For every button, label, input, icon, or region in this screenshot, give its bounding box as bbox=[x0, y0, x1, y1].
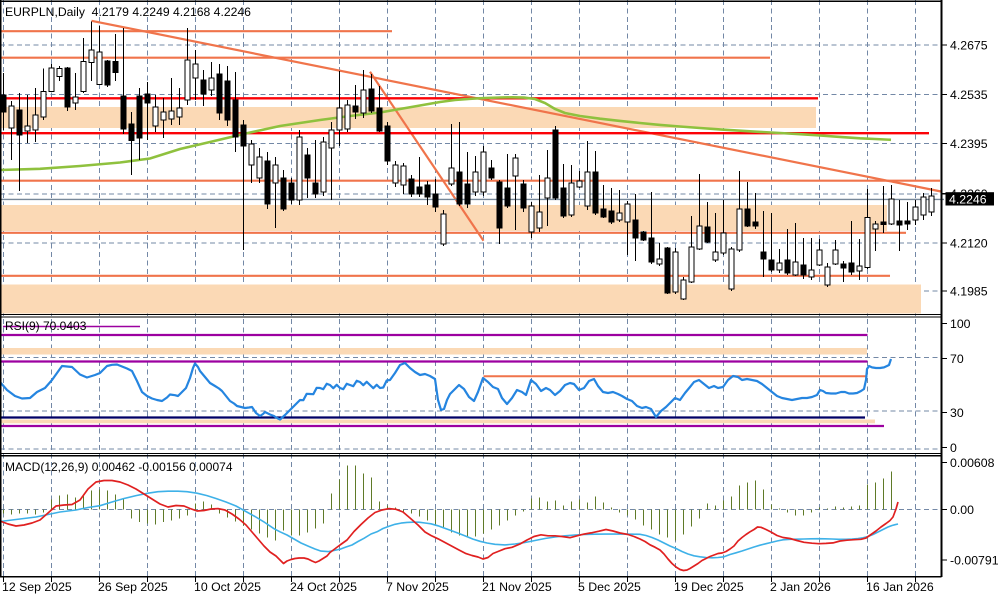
svg-text:0: 0 bbox=[950, 441, 957, 455]
svg-text:26 Sep 2025: 26 Sep 2025 bbox=[98, 580, 168, 594]
svg-text:24 Oct 2025: 24 Oct 2025 bbox=[290, 580, 357, 594]
svg-text:0.00608: 0.00608 bbox=[950, 456, 995, 470]
svg-text:4.2120: 4.2120 bbox=[950, 236, 988, 250]
svg-text:RSI(9) 70.0403: RSI(9) 70.0403 bbox=[5, 319, 87, 333]
svg-text:EURPLN,Daily 4.2179 4.2249 4.: EURPLN,Daily 4.2179 4.2249 4.2168 4.2246 bbox=[5, 5, 251, 19]
svg-text:12 Sep 2025: 12 Sep 2025 bbox=[2, 580, 72, 594]
svg-text:19 Dec 2025: 19 Dec 2025 bbox=[674, 580, 744, 594]
svg-text:4.2395: 4.2395 bbox=[950, 137, 988, 151]
svg-text:30: 30 bbox=[950, 406, 964, 420]
svg-text:-0.00791: -0.00791 bbox=[950, 553, 999, 567]
svg-text:5 Dec 2025: 5 Dec 2025 bbox=[578, 580, 641, 594]
svg-text:70: 70 bbox=[950, 352, 964, 366]
svg-text:16 Jan 2026: 16 Jan 2026 bbox=[866, 580, 934, 594]
svg-text:7 Nov 2025: 7 Nov 2025 bbox=[386, 580, 449, 594]
svg-text:21 Nov 2025: 21 Nov 2025 bbox=[482, 580, 552, 594]
svg-text:10 Oct 2025: 10 Oct 2025 bbox=[194, 580, 261, 594]
svg-text:4.2535: 4.2535 bbox=[950, 88, 988, 102]
svg-text:0.00: 0.00 bbox=[950, 503, 974, 517]
svg-text:4.2246: 4.2246 bbox=[949, 193, 987, 207]
svg-text:100: 100 bbox=[950, 317, 971, 331]
svg-text:4.2675: 4.2675 bbox=[950, 38, 988, 52]
svg-text:2 Jan 2026: 2 Jan 2026 bbox=[770, 580, 831, 594]
svg-text:MACD(12,26,9) 0.00462 -0.00156: MACD(12,26,9) 0.00462 -0.00156 0.00074 bbox=[5, 460, 233, 474]
svg-text:4.1985: 4.1985 bbox=[950, 284, 988, 298]
